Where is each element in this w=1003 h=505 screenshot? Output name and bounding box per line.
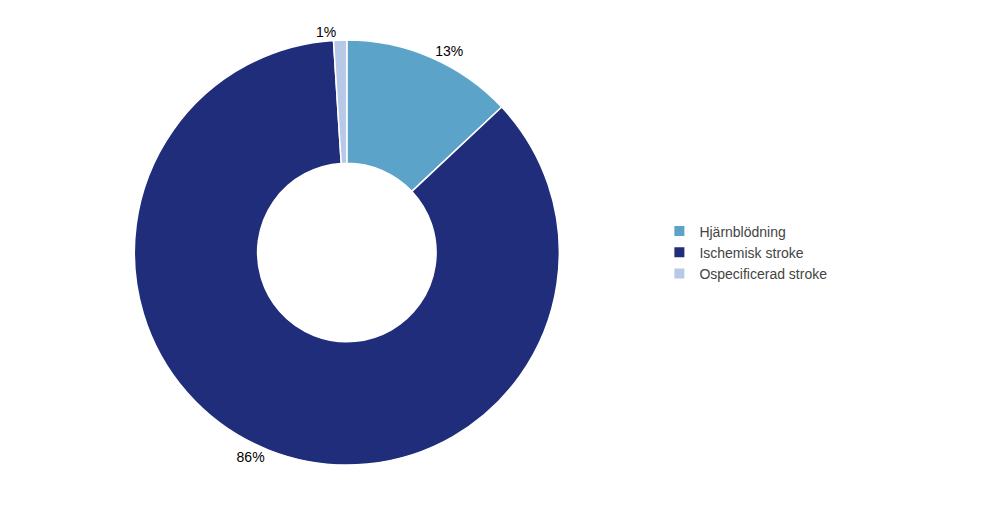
svg-text:13%: 13% [435, 43, 463, 59]
svg-text:1%: 1% [316, 24, 336, 40]
svg-text:86%: 86% [237, 449, 265, 465]
svg-text:Hjärnblödning: Hjärnblödning [699, 224, 785, 240]
svg-text:Ospecificerad stroke: Ospecificerad stroke [699, 266, 827, 282]
svg-text:Ischemisk stroke: Ischemisk stroke [699, 245, 803, 261]
